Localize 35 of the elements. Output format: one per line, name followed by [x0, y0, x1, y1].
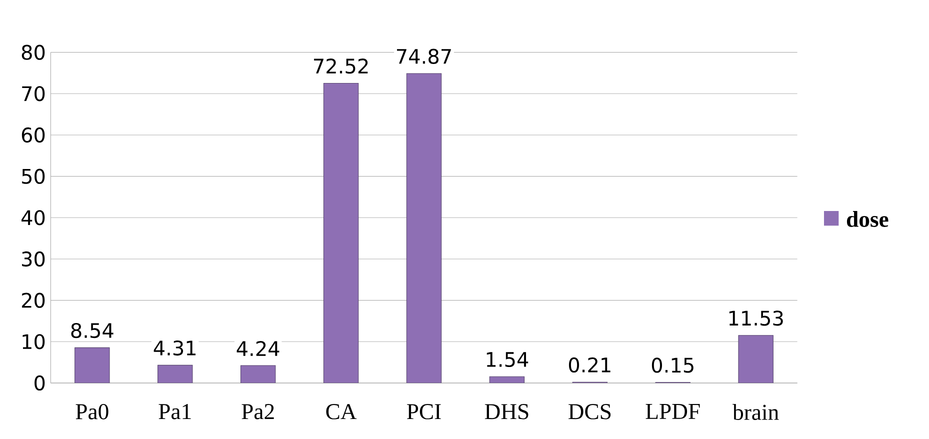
- x-tick-label: LPDF: [646, 404, 700, 419]
- data-label: 74.87: [397, 48, 451, 64]
- bar: [158, 364, 193, 383]
- x-tick-label: brain: [732, 404, 779, 420]
- x-tick-label: CA: [326, 404, 357, 420]
- y-tick-label: 20: [22, 292, 45, 308]
- bar: [738, 335, 774, 383]
- x-tick-label: DHS: [484, 404, 528, 420]
- y-tick-label: 0: [34, 375, 45, 391]
- x-tick-label: Pa0: [76, 404, 108, 420]
- bar: [240, 365, 276, 383]
- y-tick-label: 30: [22, 251, 45, 267]
- bar: [406, 73, 442, 383]
- data-label: 8.54: [71, 322, 114, 338]
- data-label: 11.53: [729, 310, 783, 326]
- data-label: 0.15: [652, 358, 694, 373]
- data-label: 4.24: [236, 341, 280, 356]
- y-tick-label: 70: [22, 86, 45, 102]
- y-tick-label: 50: [22, 168, 45, 184]
- x-tick-label: PCI: [407, 404, 441, 420]
- y-tick-label: 10: [22, 334, 45, 350]
- bar: [489, 376, 525, 383]
- x-tick-label: Pa2: [242, 404, 274, 420]
- legend-label: dose: [846, 211, 888, 227]
- data-label: 0.21: [568, 357, 610, 373]
- data-label: 1.54: [486, 352, 528, 368]
- x-tick-label: DCS: [568, 404, 611, 420]
- x-tick-label: Pa1: [158, 404, 191, 420]
- data-label: 72.52: [314, 58, 368, 74]
- data-label: 4.31: [154, 340, 196, 356]
- y-tick-label: 80: [22, 44, 45, 60]
- bar: [323, 82, 359, 383]
- y-tick-label: 40: [22, 210, 45, 226]
- y-tick-label: 60: [22, 127, 45, 143]
- bar: [74, 347, 110, 383]
